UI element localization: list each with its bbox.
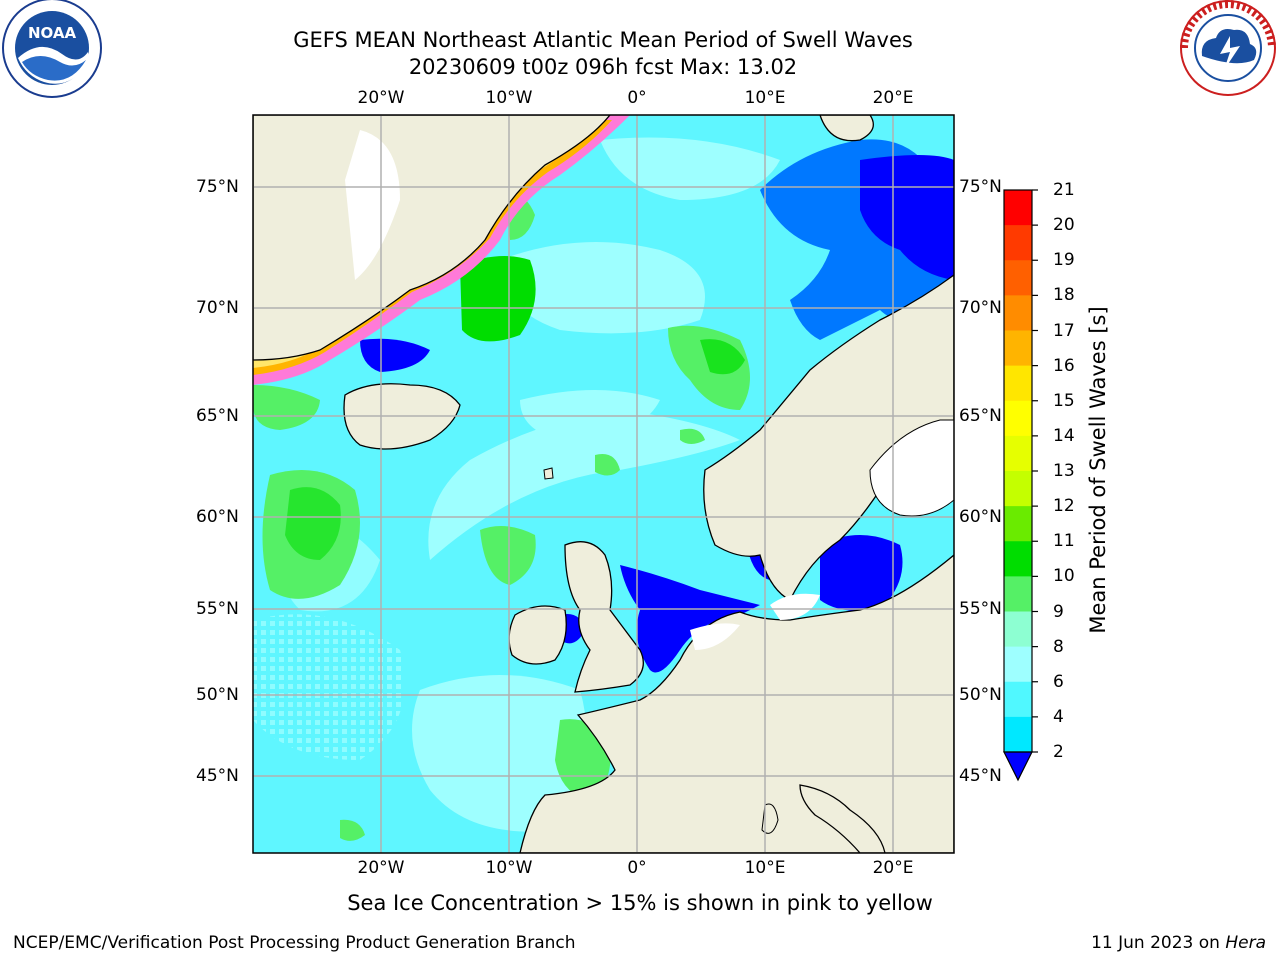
graticule	[253, 115, 954, 853]
colorbar-segment	[1004, 260, 1032, 296]
lon-label-top-20w: 20°W	[357, 88, 405, 108]
europe-land	[519, 554, 954, 853]
colorbar-tick-label: 15	[1053, 390, 1075, 411]
lat-label-left-75n: 75°N	[196, 177, 239, 197]
nws-logo	[1180, 0, 1276, 96]
great-britain-land	[564, 541, 644, 693]
lon-label-bottom-20w: 20°W	[357, 858, 405, 878]
colorbar-tick-label: 9	[1053, 601, 1064, 622]
lat-label-left-70n: 70°N	[196, 298, 239, 318]
colorbar-tick-label: 6	[1053, 671, 1064, 692]
lat-label-right-65n: 65°N	[959, 406, 1002, 426]
lon-label-top-10e: 10°E	[744, 88, 786, 108]
lat-label-right-50n: 50°N	[959, 685, 1002, 705]
lon-label-bottom-10e: 10°E	[744, 858, 786, 878]
colorbar-tick-label: 12	[1053, 496, 1075, 517]
footer-date: 11 Jun 2023 on Hera	[1091, 933, 1266, 953]
lat-label-right-45n: 45°N	[959, 766, 1002, 786]
lat-label-right-75n: 75°N	[959, 177, 1002, 197]
colorbar-tick-label: 16	[1053, 355, 1075, 376]
scandinavia-land	[703, 274, 954, 601]
lon-label-top-20e: 20°E	[872, 88, 914, 108]
colorbar-segment	[1004, 295, 1032, 331]
colorbar-tick-label: 8	[1053, 636, 1064, 657]
noaa-logo: NOAA	[2, 0, 102, 98]
colorbar-segment	[1004, 541, 1032, 577]
colorbar-tick-label: 14	[1053, 425, 1075, 446]
lat-label-right-55n: 55°N	[959, 599, 1002, 619]
colorbar-extend-arrow	[1003, 751, 1033, 782]
colorbar-segment	[1004, 400, 1032, 437]
colorbar-segment	[1004, 190, 1032, 226]
lon-label-bottom-0: 0°	[627, 858, 647, 878]
colorbar-tick-label: 20	[1053, 215, 1075, 236]
colorbar-segment	[1004, 646, 1032, 683]
lat-label-left-50n: 50°N	[196, 685, 239, 705]
colorbar-segment	[1004, 471, 1032, 507]
colorbar-tick-label: 21	[1053, 180, 1075, 200]
colorbar-segment	[1004, 435, 1032, 472]
colorbar-tick-label: 13	[1053, 461, 1075, 481]
colorbar-tick-label: 11	[1053, 531, 1075, 552]
colorbar-tick-label: 2	[1053, 742, 1064, 762]
lat-label-left-65n: 65°N	[196, 406, 239, 426]
chart-subtitle: 20230609 t00z 096h fcst Max: 13.02	[408, 55, 798, 79]
ireland-land	[508, 605, 567, 665]
colorbar-segment	[1004, 225, 1032, 261]
greenland-land	[253, 115, 611, 361]
lon-label-bottom-10w: 10°W	[485, 858, 533, 878]
lat-label-right-70n: 70°N	[959, 298, 1002, 318]
colorbar-tick-label: 4	[1053, 706, 1064, 727]
lat-label-left-55n: 55°N	[196, 599, 239, 619]
lon-label-top-10w: 10°W	[485, 88, 533, 108]
colorbar-segment	[1004, 576, 1032, 612]
colorbar-segment	[1004, 681, 1032, 718]
colorbar-segment	[1004, 365, 1032, 402]
lon-label-bottom-20e: 20°E	[872, 858, 914, 878]
colorbar-tick-label: 19	[1053, 250, 1075, 271]
lat-label-right-60n: 60°N	[959, 507, 1002, 527]
sea-ice-caption: Sea Ice Concentration > 15% is shown in …	[347, 891, 933, 915]
map-frame	[252, 114, 955, 854]
colorbar-tick-label: 17	[1053, 320, 1075, 341]
footer-branch: NCEP/EMC/Verification Post Processing Pr…	[13, 933, 576, 953]
lat-label-left-45n: 45°N	[196, 766, 239, 786]
colorbar-segment	[1004, 716, 1032, 753]
svg-text:NOAA: NOAA	[28, 24, 77, 42]
colorbar-segment	[1004, 506, 1032, 542]
colorbar-segment	[1004, 611, 1032, 648]
lat-label-left-60n: 60°N	[196, 507, 239, 527]
colorbar-segment	[1004, 330, 1032, 367]
colorbar-tick-label: 10	[1053, 566, 1075, 587]
colorbar	[1003, 190, 1033, 782]
colorbar-tick-label: 18	[1053, 285, 1075, 306]
chart-title: GEFS MEAN Northeast Atlantic Mean Period…	[293, 28, 913, 52]
lon-label-top-0: 0°	[627, 88, 647, 108]
colorbar-title: Mean Period of Swell Waves [s]	[1086, 306, 1110, 634]
